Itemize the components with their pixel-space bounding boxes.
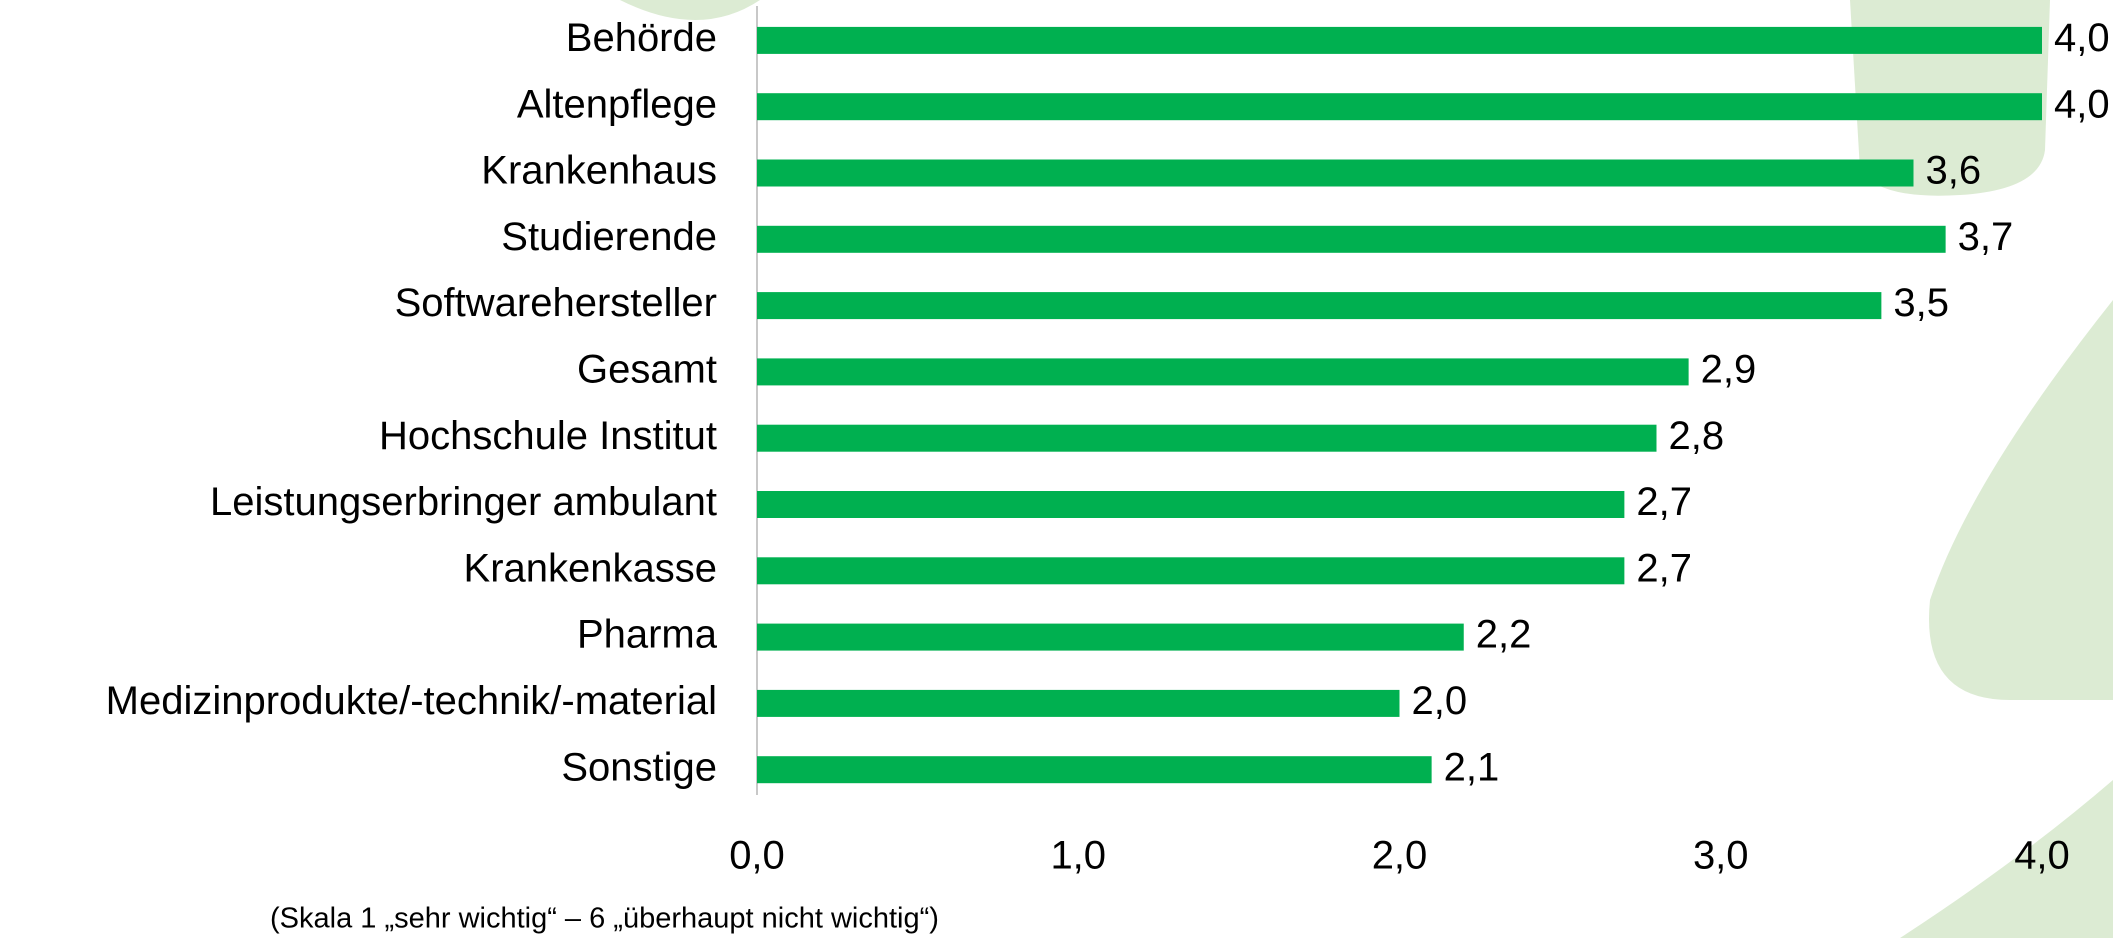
value-label: 2,1 bbox=[1444, 745, 1500, 789]
value-label: 2,7 bbox=[1636, 480, 1692, 524]
background-blob bbox=[1929, 300, 2113, 700]
bar bbox=[757, 226, 1946, 253]
bar bbox=[757, 27, 2042, 54]
chart: (Skala 1 „sehr wichtig“ – 6 „überhaupt n… bbox=[0, 0, 2113, 938]
y-tick-label: Hochschule Institut bbox=[379, 414, 717, 458]
bar bbox=[757, 358, 1689, 385]
value-label: 2,9 bbox=[1701, 347, 1757, 391]
bar bbox=[757, 93, 2042, 120]
bar bbox=[757, 557, 1624, 584]
note: (Skala 1 „sehr wichtig“ – 6 „überhaupt n… bbox=[270, 903, 939, 935]
bar bbox=[757, 756, 1432, 783]
background-blob bbox=[1900, 780, 2113, 938]
bar bbox=[757, 292, 1881, 319]
y-tick-label: Softwarehersteller bbox=[395, 281, 717, 325]
y-tick-label: Leistungserbringer ambulant bbox=[210, 480, 717, 524]
x-tick-label: 4,0 bbox=[2014, 834, 2070, 878]
value-label: 2,7 bbox=[1636, 546, 1692, 590]
bar bbox=[757, 624, 1464, 651]
x-tick-label: 0,0 bbox=[729, 834, 785, 878]
y-tick-label: Krankenkasse bbox=[464, 546, 717, 590]
value-label: 2,0 bbox=[1412, 679, 1468, 723]
y-tick-label: Studierende bbox=[501, 215, 717, 259]
value-label: 2,2 bbox=[1476, 613, 1532, 657]
y-tick-label: Pharma bbox=[577, 613, 718, 657]
x-tick-label: 3,0 bbox=[1693, 834, 1749, 878]
value-label: 3,7 bbox=[1958, 215, 2014, 259]
value-label: 2,8 bbox=[1669, 414, 1725, 458]
y-tick-label: Behörde bbox=[566, 16, 717, 60]
y-tick-label: Krankenhaus bbox=[481, 149, 717, 193]
x-tick-label: 1,0 bbox=[1050, 834, 1106, 878]
bar bbox=[757, 160, 1914, 187]
value-label: 3,6 bbox=[1926, 149, 1982, 193]
y-tick-label: Altenpflege bbox=[517, 82, 717, 126]
bar bbox=[757, 425, 1657, 452]
value-label: 3,5 bbox=[1893, 281, 1949, 325]
value-label: 4,0 bbox=[2054, 82, 2110, 126]
bar bbox=[757, 491, 1624, 518]
value-label: 4,0 bbox=[2054, 16, 2110, 60]
x-tick-label: 2,0 bbox=[1372, 834, 1428, 878]
y-tick-label: Sonstige bbox=[561, 745, 717, 789]
bar bbox=[757, 690, 1400, 717]
y-tick-label: Medizinprodukte/-technik/-material bbox=[106, 679, 717, 723]
y-tick-label: Gesamt bbox=[577, 347, 717, 391]
